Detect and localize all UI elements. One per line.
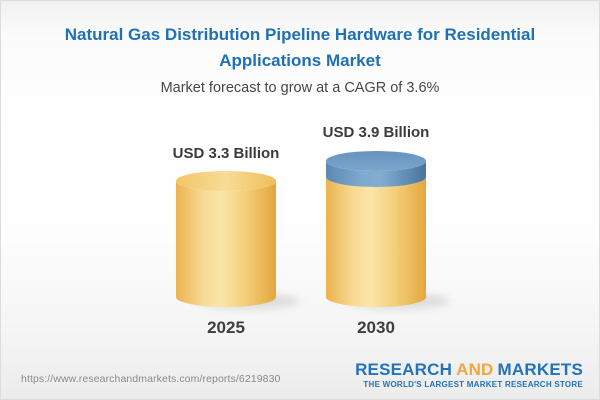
- logo: RESEARCH AND MARKETS THE WORLD'S LARGEST M…: [355, 361, 583, 389]
- category-label-2030: 2030: [357, 318, 395, 337]
- cylinder-2030-top: [326, 151, 426, 171]
- cylinder-2025-body: [176, 181, 276, 307]
- chart-subtitle: Market forecast to grow at a CAGR of 3.6…: [160, 80, 440, 96]
- cylinder-2025: [176, 171, 276, 307]
- cylinder-2030-body: [326, 177, 426, 307]
- logo-word-markets: MARKETS: [497, 360, 583, 379]
- category-label-2025: 2025: [207, 318, 245, 337]
- logo-wordmark: RESEARCH AND MARKETS: [355, 361, 583, 378]
- logo-tagline: THE WORLD'S LARGEST MARKET RESEARCH STOR…: [363, 380, 583, 389]
- cylinder-2030-growth-segment: [326, 161, 426, 187]
- cylinder-2025-top: [176, 171, 276, 191]
- logo-word-research: RESEARCH: [355, 360, 453, 379]
- cylinder-2030: [326, 151, 426, 307]
- value-label-2025: USD 3.3 Billion: [172, 145, 280, 162]
- value-label-2030: USD 3.9 Billion: [322, 124, 430, 141]
- chart-title: Natural Gas Distribution Pipeline Hardwa…: [64, 25, 536, 70]
- report-url: https://www.researchandmarkets.com/repor…: [21, 373, 281, 385]
- logo-word-and: AND: [456, 360, 494, 379]
